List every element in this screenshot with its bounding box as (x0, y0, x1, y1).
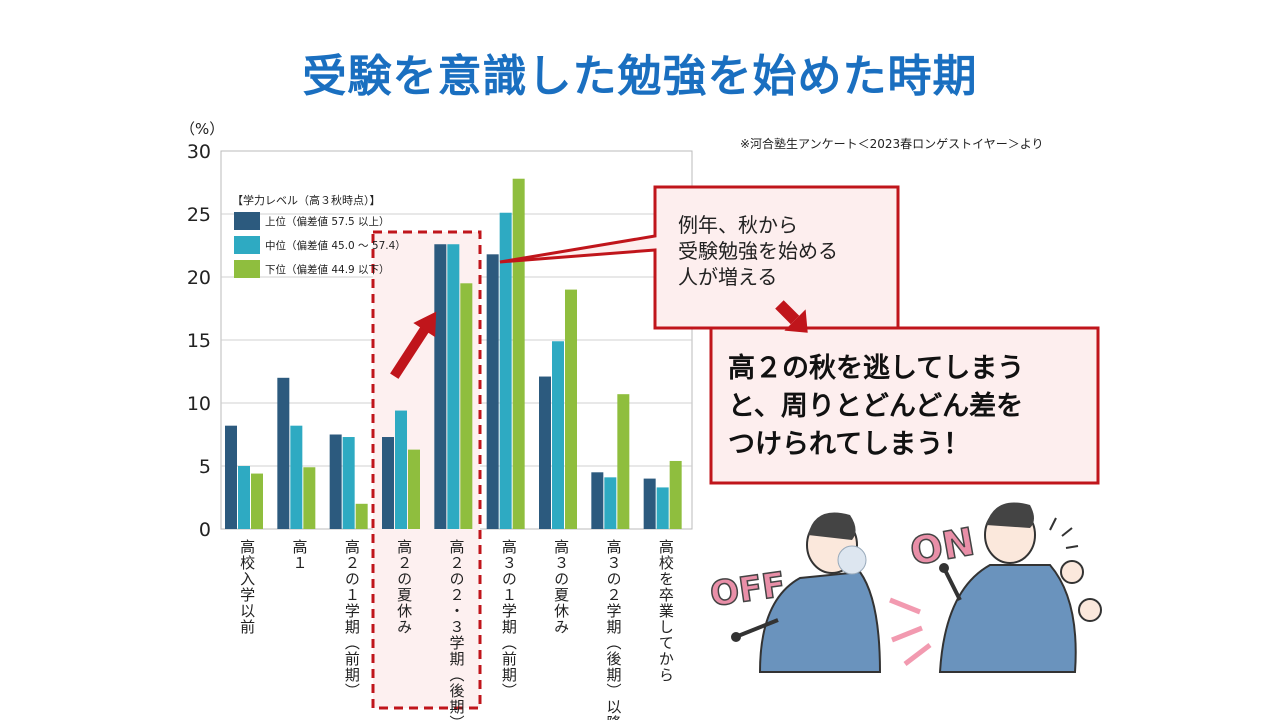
speech-bubble (499, 185, 900, 330)
bar (669, 460, 682, 529)
down-arrow-shaft (775, 300, 800, 325)
person-off-icon (731, 512, 882, 673)
down-arrow-icon (775, 300, 808, 333)
source-note: ※河合塾生アンケート＜2023春ロンゲストイヤー＞より (740, 137, 1044, 151)
energy-mark (903, 643, 932, 666)
switch-knob-on (939, 563, 949, 573)
x-axis-labels: 高校入学以前 高１ 高２の１学期（前期） 高２の夏休み 高２の２・３学期（後期） 高３の１… (238, 539, 675, 720)
callout-line-1: 例年、秋から (678, 213, 798, 237)
bar (251, 473, 263, 529)
bar (486, 254, 499, 529)
bar (395, 410, 407, 529)
big-line-3: つけられてしまう！ (728, 429, 971, 460)
person-on-body (938, 564, 1077, 673)
bar (656, 487, 669, 529)
bar (238, 466, 250, 529)
callout-big-text: 高２の秋を逃してしまう と、周りとどんどん差を つけられてしまう！ (728, 350, 1024, 464)
person-off-hair (808, 512, 856, 540)
x-tick-label: 高３の２学期（後期）以降 (605, 539, 623, 720)
bar (460, 283, 473, 529)
energy-mark (889, 597, 921, 615)
x-tick-label: 高校を卒業してから (657, 539, 675, 683)
legend-label: 下位（偏差値 44.9 以下） (265, 263, 390, 276)
bar (617, 394, 630, 529)
y-axis-ticks: 0 5 10 15 20 25 30 (187, 141, 211, 541)
x-tick-label: 高１ (291, 539, 309, 571)
y-axis-unit: （%） (180, 120, 224, 138)
fist-icon (1060, 560, 1084, 584)
bar (591, 472, 604, 529)
callout-line-2: 受験勉強を始める (678, 239, 838, 263)
x-tick-label: 高校入学以前 (238, 539, 256, 635)
y-tick-label: 30 (187, 141, 211, 163)
callout-line-3: 人が増える (678, 265, 778, 289)
bar (552, 341, 564, 529)
y-tick-label: 5 (199, 456, 211, 478)
callout-bubble (390, 185, 1100, 485)
x-tick-label: 高３の夏休み (552, 539, 570, 635)
up-arrow-shaft (390, 323, 432, 379)
person-on-icon (889, 502, 1102, 673)
person-on-hair (986, 502, 1034, 528)
bar (290, 425, 303, 529)
legend-swatch (234, 236, 260, 254)
bar (355, 503, 368, 529)
page-title: 受験を意識した勉強を始めた時期 (302, 51, 978, 102)
down-arrow-head (784, 309, 808, 333)
x-tick-label: 高３の１学期（前期） (500, 539, 518, 699)
up-arrow-head (413, 311, 437, 338)
motion-mark (1065, 545, 1079, 549)
y-tick-label: 25 (187, 204, 211, 226)
switch-lever-on (943, 569, 962, 601)
big-line-1: 高２の秋を逃してしまう (728, 353, 1025, 384)
x-tick-label: 高２の１学期（前期） (343, 539, 361, 699)
callout-small-text: 例年、秋から 受験勉強を始める 人が増える (678, 212, 838, 290)
legend-swatch (234, 212, 260, 230)
bar (565, 289, 577, 529)
switch-lever-off (737, 618, 779, 638)
up-arrow-icon (390, 311, 437, 379)
switch-knob-off (731, 632, 741, 642)
bar (499, 212, 512, 530)
bar (539, 376, 551, 529)
bar (434, 244, 447, 530)
legend-swatch (234, 260, 260, 278)
emphasis-box (709, 326, 1100, 485)
bar (643, 478, 656, 529)
x-tick-label: 高２の夏休み (395, 539, 413, 635)
x-tick-label: 高２の２・３学期（後期） (448, 539, 466, 720)
motion-mark (1061, 527, 1073, 537)
legend-title: 【学力レベル（高３秋時点）】 (232, 193, 381, 207)
y-tick-label: 20 (187, 267, 211, 289)
bar (382, 437, 394, 529)
bar (408, 449, 420, 529)
bar (277, 377, 290, 529)
big-line-2: と、周りとどんどん差を (728, 391, 1024, 422)
legend-label: 中位（偏差値 45.0 〜 57.4） (265, 239, 406, 252)
sigh-cloud-icon (837, 545, 867, 575)
bar (447, 244, 460, 530)
motion-mark (1049, 517, 1057, 531)
bar (512, 178, 525, 529)
bar (225, 425, 237, 529)
legend-label: 上位（偏差値 57.5 以上） (265, 215, 390, 228)
y-tick-label: 10 (187, 393, 211, 415)
bar (329, 434, 342, 529)
bar (342, 437, 355, 529)
bar (604, 477, 617, 529)
chart-legend: 【学力レベル（高３秋時点）】上位（偏差値 57.5 以上） 中位（偏差値 45.0… (232, 193, 406, 278)
chart-bars (225, 178, 682, 530)
y-tick-label: 15 (187, 330, 211, 352)
hand-icon (1078, 598, 1102, 622)
y-tick-label: 0 (199, 519, 211, 541)
on-label: ON (907, 519, 978, 573)
bar (303, 467, 316, 529)
energy-mark (891, 625, 923, 643)
